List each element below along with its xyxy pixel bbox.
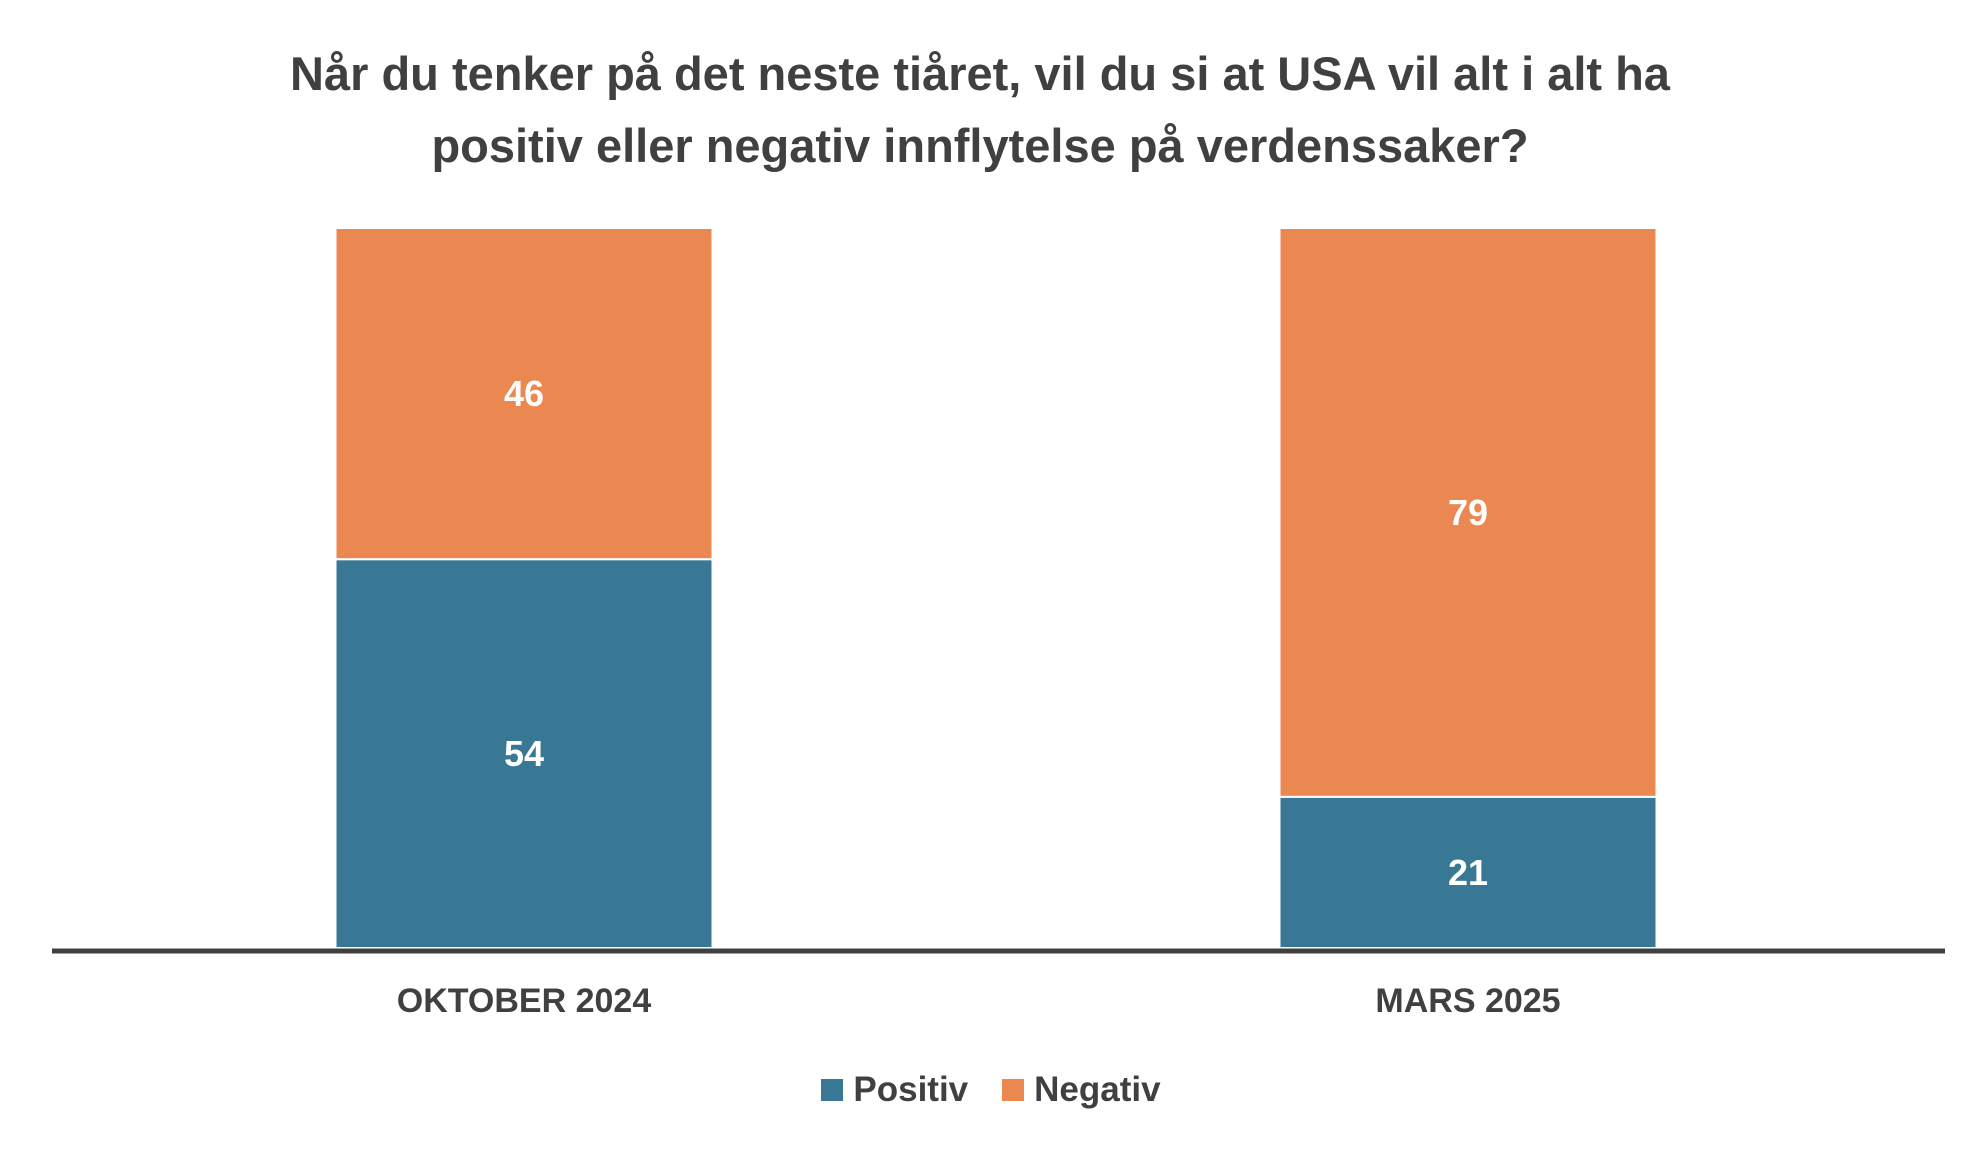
segment-labels-group: 54 46 21 79	[504, 373, 1488, 893]
legend-label-negativ: Negativ	[1034, 1070, 1161, 1109]
chart-title-line-2: positiv eller negativ innflytelse på ver…	[431, 119, 1529, 172]
legend-label-positiv: Positiv	[853, 1070, 969, 1109]
data-label-negativ-mars-2025: 79	[1448, 492, 1488, 533]
bar-positiv-mars-2025	[1278, 795, 1658, 949]
data-label-negativ-oktober-2024: 46	[504, 373, 544, 414]
legend-swatch-positiv	[821, 1079, 844, 1101]
bar-negativ-mars-2025	[1278, 227, 1658, 798]
chart-title: Når du tenker på det neste tiåret, vil d…	[150, 38, 1810, 182]
legend: Positiv Negativ	[0, 1070, 1982, 1110]
category-labels-group: OKTOBER 2024 MARS 2025	[397, 982, 1561, 1020]
legend-swatch-negativ	[1002, 1079, 1025, 1101]
chart-title-line-1: Når du tenker på det neste tiåret, vil d…	[290, 47, 1670, 100]
legend-item-positiv: Positiv	[821, 1070, 968, 1110]
bars-group	[334, 227, 1658, 949]
bar-positiv-oktober-2024	[334, 558, 714, 949]
category-label-oktober-2024: OKTOBER 2024	[397, 982, 652, 1020]
data-label-positiv-mars-2025: 21	[1448, 852, 1488, 893]
legend-item-negativ: Negativ	[1002, 1070, 1161, 1110]
data-label-positiv-oktober-2024: 54	[504, 733, 544, 774]
bar-negativ-oktober-2024	[334, 227, 714, 561]
category-label-mars-2025: MARS 2025	[1375, 982, 1560, 1020]
